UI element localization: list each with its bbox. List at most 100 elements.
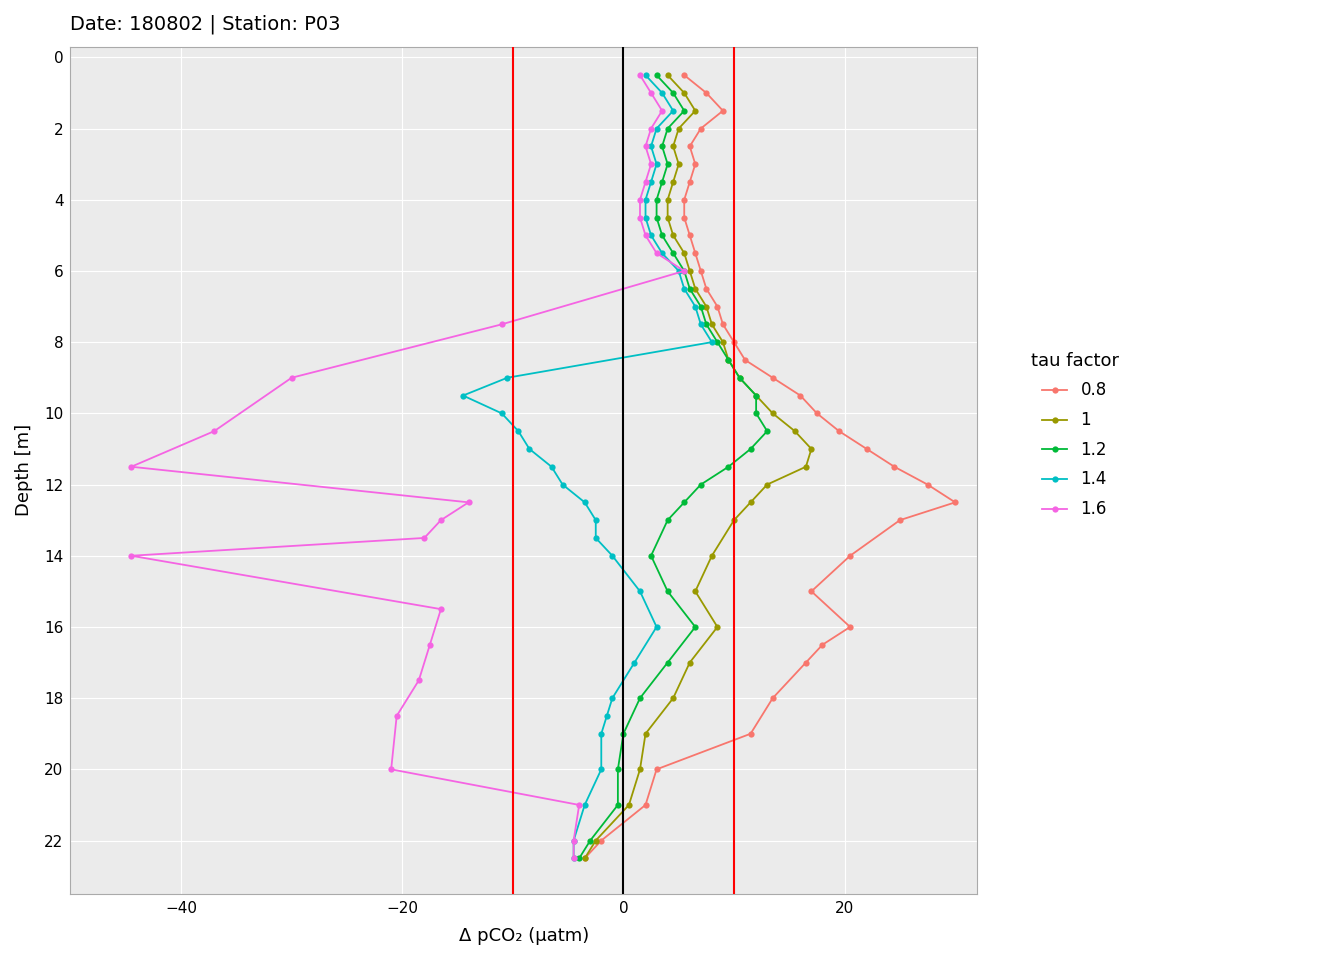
0.8 — [687, 248, 703, 259]
1.6 — [642, 123, 659, 134]
0.8 — [886, 461, 902, 472]
1.6 — [632, 194, 648, 205]
1 — [587, 835, 603, 847]
0.8 — [593, 835, 609, 847]
1.4 — [543, 461, 559, 472]
1 — [765, 408, 781, 420]
1.4 — [511, 425, 527, 437]
1.6 — [642, 87, 659, 99]
0.8 — [726, 336, 742, 348]
1.6 — [422, 639, 438, 651]
0.8 — [859, 444, 875, 455]
0.8 — [692, 265, 708, 276]
1 — [710, 621, 726, 633]
1.6 — [388, 710, 405, 722]
1.4 — [587, 532, 603, 543]
1.4 — [642, 177, 659, 188]
0.8 — [676, 69, 692, 81]
1.6 — [632, 69, 648, 81]
0.8 — [681, 229, 698, 241]
Y-axis label: Depth [m]: Depth [m] — [15, 424, 34, 516]
1 — [704, 319, 720, 330]
1 — [621, 799, 637, 810]
1 — [660, 212, 676, 224]
0.8 — [919, 479, 935, 491]
1.2 — [660, 515, 676, 526]
1.4 — [637, 194, 653, 205]
0.8 — [710, 300, 726, 312]
1.4 — [632, 586, 648, 597]
1.2 — [655, 229, 671, 241]
0.8 — [681, 177, 698, 188]
1.4 — [655, 248, 671, 259]
1.6 — [632, 212, 648, 224]
1 — [637, 728, 653, 739]
1.2 — [582, 835, 598, 847]
1.4 — [649, 621, 665, 633]
0.8 — [742, 728, 758, 739]
0.8 — [687, 158, 703, 170]
1 — [759, 479, 775, 491]
1 — [749, 390, 765, 401]
1.4 — [642, 140, 659, 152]
1.6 — [637, 140, 653, 152]
1 — [742, 496, 758, 508]
1.2 — [610, 763, 626, 775]
1.2 — [676, 105, 692, 116]
1.4 — [566, 835, 582, 847]
1.2 — [687, 621, 703, 633]
0.8 — [649, 763, 665, 775]
1.2 — [660, 586, 676, 597]
1 — [786, 425, 802, 437]
1 — [726, 515, 742, 526]
1.4 — [637, 212, 653, 224]
1.4 — [456, 390, 472, 401]
1.2 — [676, 496, 692, 508]
0.8 — [948, 496, 964, 508]
1.4 — [649, 123, 665, 134]
0.8 — [843, 621, 859, 633]
1.4 — [676, 283, 692, 295]
1.4 — [642, 229, 659, 241]
Line: 0.8: 0.8 — [582, 72, 958, 861]
1.6 — [124, 461, 140, 472]
X-axis label: Δ pCO₂ (μatm): Δ pCO₂ (μatm) — [458, 927, 589, 945]
1 — [704, 550, 720, 562]
1.6 — [571, 799, 587, 810]
1.2 — [681, 283, 698, 295]
0.8 — [715, 319, 731, 330]
1 — [798, 461, 814, 472]
1.2 — [649, 194, 665, 205]
1 — [660, 194, 676, 205]
1.2 — [649, 212, 665, 224]
1.2 — [665, 248, 681, 259]
1 — [687, 586, 703, 597]
1.4 — [605, 692, 621, 704]
1 — [681, 657, 698, 668]
1.4 — [692, 319, 708, 330]
1.4 — [605, 550, 621, 562]
1.6 — [124, 550, 140, 562]
1.4 — [665, 105, 681, 116]
1.6 — [637, 177, 653, 188]
1.6 — [637, 229, 653, 241]
1.2 — [692, 300, 708, 312]
Line: 1.6: 1.6 — [128, 72, 687, 861]
1.6 — [649, 248, 665, 259]
1 — [731, 372, 747, 383]
0.8 — [804, 586, 820, 597]
1.4 — [626, 657, 642, 668]
1.6 — [383, 763, 399, 775]
Text: Date: 180802 | Station: P03: Date: 180802 | Station: P03 — [70, 15, 341, 35]
1.2 — [632, 692, 648, 704]
1.4 — [599, 710, 616, 722]
1.2 — [731, 372, 747, 383]
1.6 — [417, 532, 433, 543]
1.6 — [433, 515, 449, 526]
1.6 — [566, 852, 582, 864]
0.8 — [831, 425, 847, 437]
1.2 — [759, 425, 775, 437]
0.8 — [715, 105, 731, 116]
1.4 — [593, 728, 609, 739]
1.4 — [637, 69, 653, 81]
